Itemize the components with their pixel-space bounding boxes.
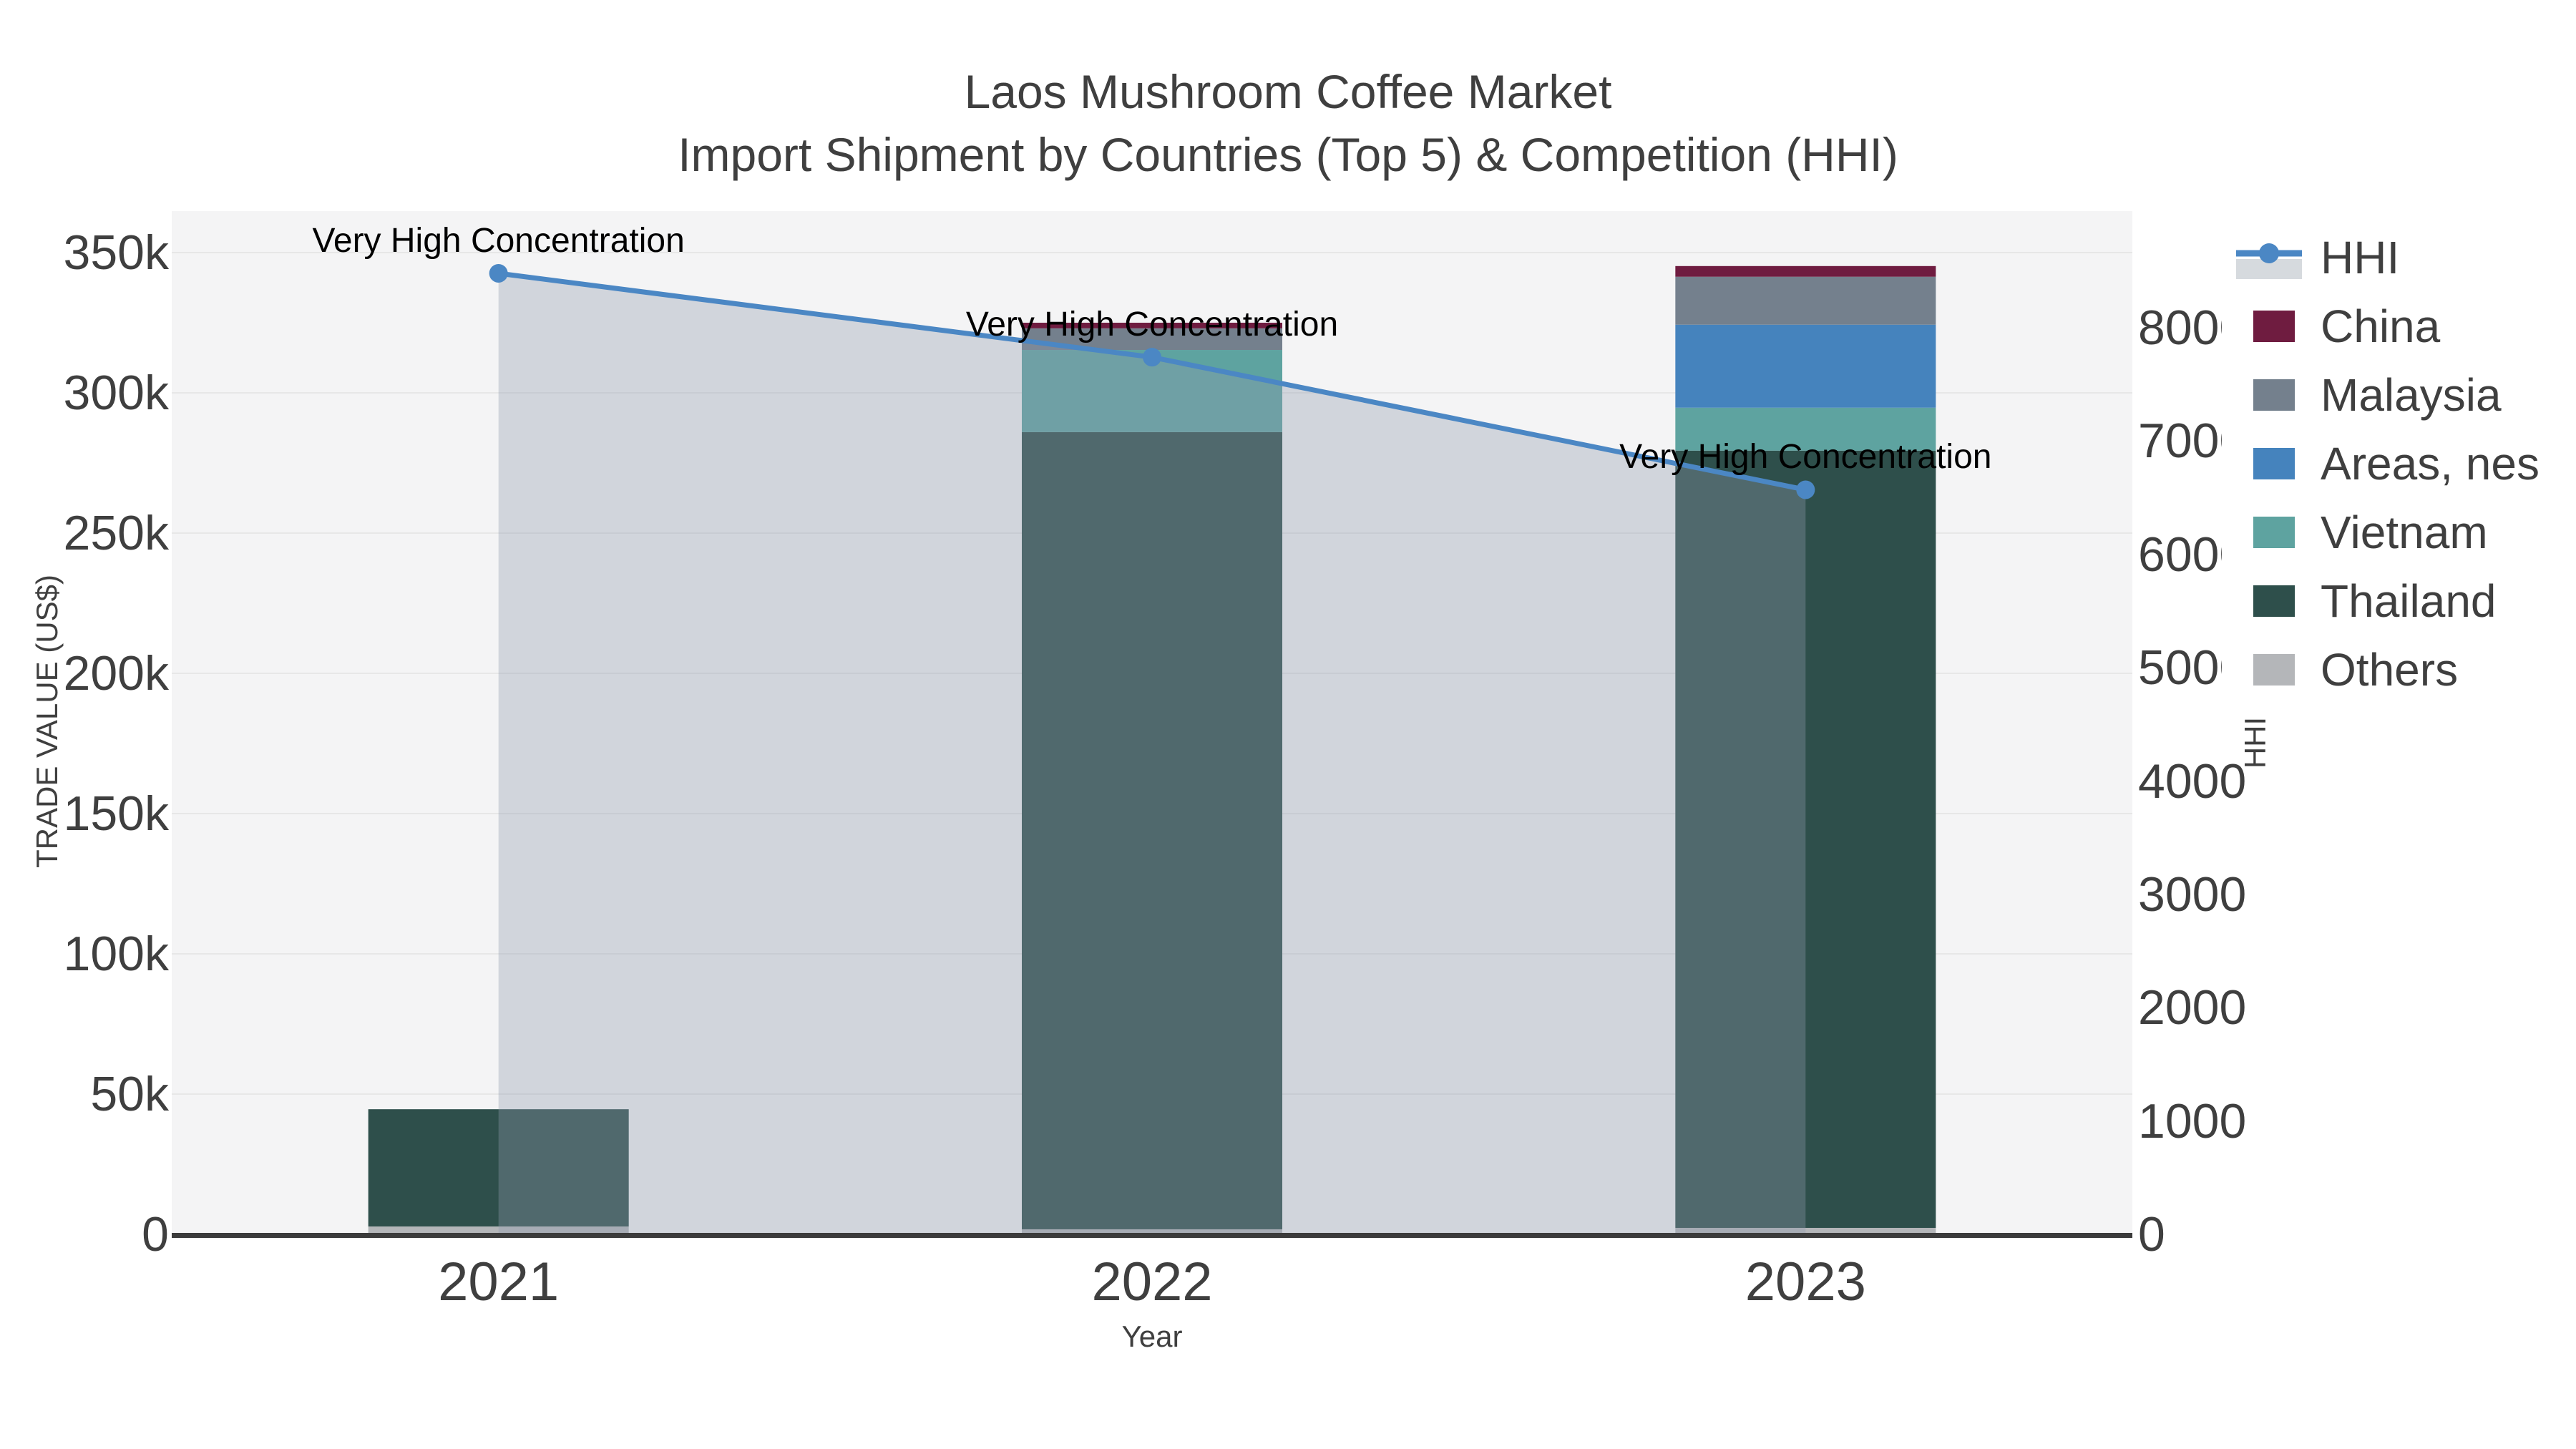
bar-segment-thailand-2023[interactable]	[1675, 450, 1936, 1228]
legend-label-thailand: Thailand	[2321, 575, 2497, 627]
bar-segment-thailand-2021[interactable]	[368, 1109, 629, 1227]
legend: HHI China Malaysia Areas, nes Vietnam Thailan…	[2222, 223, 2558, 704]
y-right-tick-label: 3000	[2138, 867, 2247, 922]
legend-label-areas-nes: Areas, nes	[2321, 438, 2540, 489]
hhi-line-icon	[2236, 243, 2302, 279]
annotation-2023: Very High Concentration	[1619, 438, 1992, 477]
y-left-tick-label: 100k	[63, 927, 169, 981]
bar-segment-china-2023[interactable]	[1675, 265, 1936, 277]
y-axis-left-title: TRADE VALUE (US$)	[30, 575, 64, 868]
y-right-tick-label: 0	[2138, 1207, 2165, 1262]
y-left-tick-label: 250k	[63, 506, 169, 560]
x-tick-label-2022: 2022	[1091, 1252, 1213, 1312]
y-right-tick-label: 2000	[2138, 980, 2247, 1035]
legend-item-hhi[interactable]: HHI	[2222, 223, 2558, 292]
y-left-tick-label: 300k	[63, 366, 169, 420]
legend-item-china[interactable]: China	[2222, 292, 2558, 361]
legend-swatch-others	[2253, 654, 2295, 686]
legend-swatch-areas-nes	[2253, 448, 2295, 479]
hhi-area-fill	[498, 273, 1806, 1235]
legend-key-areas-nes	[2222, 448, 2302, 479]
legend-label-hhi: HHI	[2321, 232, 2400, 283]
legend-swatch-thailand	[2253, 585, 2295, 617]
y-left-tick-label: 350k	[63, 225, 169, 280]
y-left-tick-label: 50k	[90, 1067, 169, 1121]
annotation-2021: Very High Concentration	[312, 221, 685, 260]
bar-segment-areas-nes-2023[interactable]	[1675, 324, 1936, 408]
x-tick-label-2021: 2021	[438, 1252, 560, 1312]
legend-item-vietnam[interactable]: Vietnam	[2222, 498, 2558, 567]
hhi-marker-2022[interactable]	[1143, 348, 1161, 367]
legend-key-china	[2222, 311, 2302, 342]
y-left-tick-label: 0	[142, 1207, 169, 1262]
bar-segment-others-2023[interactable]	[1675, 1227, 1936, 1234]
legend-label-china: China	[2321, 301, 2441, 352]
legend-item-areas-nes[interactable]: Areas, nes	[2222, 429, 2558, 498]
legend-key-malaysia	[2222, 379, 2302, 411]
legend-label-malaysia: Malaysia	[2321, 369, 2502, 421]
bar-segment-thailand-2022[interactable]	[1022, 431, 1282, 1229]
chart-title-line2: Import Shipment by Countries (Top 5) & C…	[678, 128, 1898, 181]
y-left-tick-label: 150k	[63, 786, 169, 841]
legend-key-thailand	[2222, 585, 2302, 617]
legend-label-others: Others	[2321, 644, 2459, 696]
y-right-tick-label: 4000	[2138, 753, 2247, 809]
legend-label-vietnam: Vietnam	[2321, 507, 2488, 558]
bar-segment-vietnam-2023[interactable]	[1675, 407, 1936, 451]
legend-swatch-vietnam	[2253, 517, 2295, 548]
legend-swatch-china	[2253, 311, 2295, 342]
bar-segment-china-2022[interactable]	[1022, 323, 1282, 328]
y-left-tick-label: 200k	[63, 646, 169, 701]
legend-item-malaysia[interactable]: Malaysia	[2222, 361, 2558, 429]
legend-item-others[interactable]: Others	[2222, 635, 2558, 704]
chart-title-line1: Laos Mushroom Coffee Market	[964, 65, 1612, 118]
hhi-marker-2023[interactable]	[1796, 480, 1815, 499]
x-axis-line	[172, 1233, 2132, 1238]
legend-key-vietnam	[2222, 517, 2302, 548]
hhi-marker-2021[interactable]	[489, 263, 508, 283]
bar-segment-others-2022[interactable]	[1022, 1229, 1282, 1234]
legend-key-hhi	[2222, 232, 2302, 283]
chart-title: Laos Mushroom Coffee Market Import Shipm…	[0, 62, 2576, 185]
legend-key-others	[2222, 654, 2302, 686]
bar-segment-malaysia-2023[interactable]	[1675, 276, 1936, 325]
x-axis-title: Year	[1121, 1319, 1183, 1353]
legend-swatch-malaysia	[2253, 379, 2295, 411]
y-right-tick-label: 1000	[2138, 1093, 2247, 1148]
legend-item-thailand[interactable]: Thailand	[2222, 567, 2558, 635]
annotation-2022: Very High Concentration	[965, 306, 1339, 344]
x-tick-label-2023: 2023	[1745, 1252, 1866, 1312]
bar-segment-others-2021[interactable]	[368, 1226, 629, 1234]
